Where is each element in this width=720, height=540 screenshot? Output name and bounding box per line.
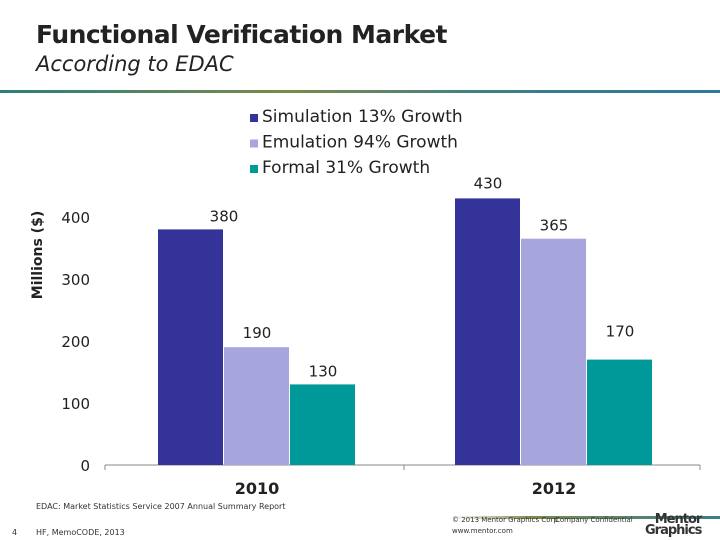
slide-subtitle: According to EDAC	[36, 52, 234, 76]
slide-title: Functional Verification Market	[36, 20, 448, 49]
event-label: HF, MemoCODE, 2013	[36, 528, 125, 537]
data-label: 170	[606, 323, 635, 341]
x-tick-label: 2012	[532, 479, 577, 498]
website: www.mentor.com	[452, 527, 513, 535]
y-tick-label: 0	[80, 457, 90, 475]
y-tick-label: 200	[61, 333, 90, 351]
legend-label: Emulation 94% Growth	[262, 133, 458, 153]
y-tick-label: 300	[61, 271, 90, 289]
legend-swatch	[250, 139, 258, 148]
page-number: 4	[12, 528, 18, 537]
confidential: Company Confidential	[555, 516, 633, 524]
y-tick-label: 400	[61, 209, 90, 227]
bar-2010-0	[158, 229, 223, 465]
bar-2012-2	[587, 359, 652, 465]
data-label: 380	[210, 207, 239, 225]
bar-2010-2	[290, 384, 355, 465]
data-label: 190	[243, 324, 272, 342]
source-note: EDAC: Market Statistics Service 2007 Ann…	[36, 502, 286, 511]
bar-2012-1	[521, 238, 586, 465]
legend-label: Simulation 13% Growth	[262, 107, 463, 127]
header-divider	[0, 90, 720, 93]
legend-swatch	[250, 114, 258, 122]
mentor-logo: Mentor Graphics	[645, 512, 702, 538]
copyright: © 2013 Mentor Graphics Corp.	[452, 516, 561, 524]
footer-divider	[450, 516, 720, 519]
legend-label: Formal 31% Growth	[262, 158, 430, 178]
y-axis-label: Millions ($)	[30, 211, 46, 299]
data-label: 430	[474, 174, 503, 192]
data-label: 130	[309, 362, 338, 380]
y-tick-label: 100	[61, 395, 90, 413]
bar-2012-0	[455, 198, 520, 465]
legend-swatch	[250, 165, 258, 173]
x-tick-label: 2010	[235, 479, 280, 498]
bar-2010-1	[224, 347, 289, 465]
data-label: 365	[540, 217, 569, 235]
